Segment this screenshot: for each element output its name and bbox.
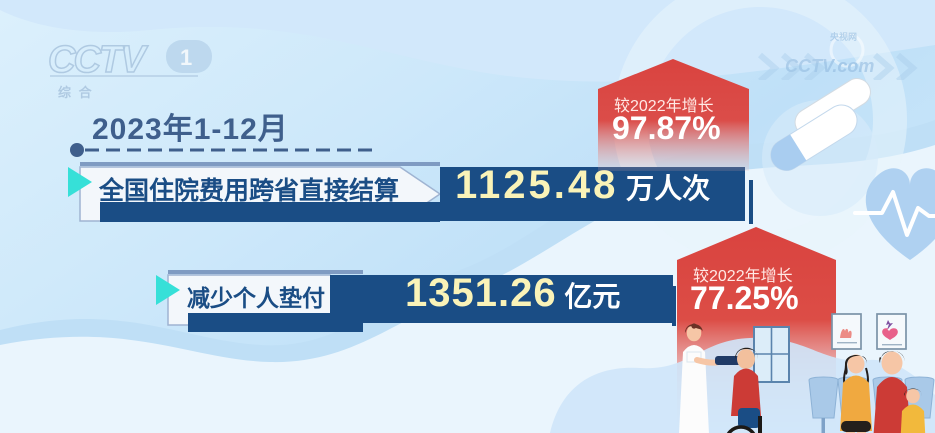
svg-text:央视网: 央视网 xyxy=(830,31,857,42)
svg-text:1: 1 xyxy=(180,45,192,70)
svg-text:CCTV: CCTV xyxy=(48,39,148,81)
svg-text:CCTV.com: CCTV.com xyxy=(785,56,874,76)
